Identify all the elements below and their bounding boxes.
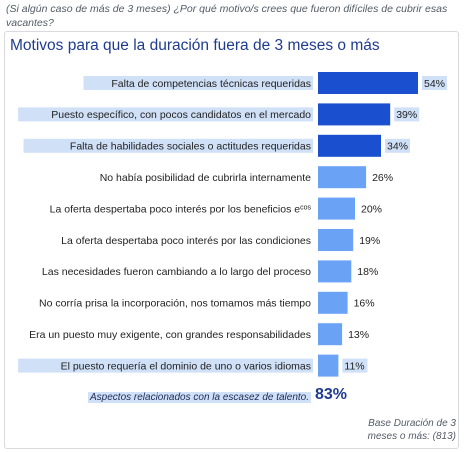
- category-label: Falta de habilidades sociales o actitude…: [70, 141, 311, 153]
- label-highlight: [18, 107, 313, 122]
- label-highlight: [23, 138, 313, 153]
- value-highlight: [342, 358, 368, 373]
- bar: [318, 197, 355, 220]
- bar: [318, 229, 354, 251]
- category-superscript: cos: [300, 204, 311, 211]
- value-highlight: [385, 138, 410, 153]
- value-label: 34%: [387, 141, 408, 153]
- value-label: 16%: [354, 298, 375, 310]
- chart-title: Motivos para que la duración fuera de 3 …: [10, 37, 380, 54]
- category-label: No corría prisa la incorporación, nos to…: [39, 298, 311, 310]
- value-label: 13%: [348, 329, 369, 341]
- category-label: Era un puesto muy exigente, con grandes …: [29, 329, 311, 341]
- category-label: Las necesidades fueron cambiando a lo la…: [42, 266, 311, 278]
- talent-shortage-value: 83%: [315, 386, 348, 403]
- value-label: 39%: [396, 109, 417, 121]
- bar: [318, 103, 391, 126]
- category-label: El puesto requería el dominio de uno o v…: [61, 360, 311, 372]
- bar: [318, 323, 343, 346]
- value-label: 18%: [357, 266, 378, 278]
- bar: [318, 260, 352, 283]
- value-highlight: [422, 76, 447, 90]
- label-highlight: [83, 76, 313, 90]
- chart-card: [4, 31, 459, 449]
- value-highlight: [394, 107, 420, 122]
- talent-shortage-label: Aspectos relacionados con la escasez de …: [88, 392, 312, 403]
- value-label: 26%: [372, 172, 393, 184]
- category-label: La oferta despertaba poco interés por la…: [61, 235, 311, 247]
- bar: [318, 291, 348, 314]
- value-label: 54%: [424, 78, 445, 90]
- label-highlight: [18, 358, 313, 373]
- base-note: Base Duración de 3 meses o más: (813): [367, 418, 456, 442]
- value-label: 20%: [361, 203, 382, 215]
- value-label: 11%: [344, 360, 364, 372]
- bar: [318, 354, 339, 377]
- value-label: 19%: [359, 235, 380, 247]
- category-label: La oferta despertaba poco interés por lo…: [50, 203, 312, 215]
- survey-question: (Si algún caso de más de 3 meses) ¿Por q…: [6, 3, 448, 29]
- category-label: Falta de competencias técnicas requerida…: [111, 78, 311, 90]
- category-label: Puesto específico, con pocos candidatos …: [51, 109, 311, 121]
- bar: [318, 134, 381, 157]
- bar: [318, 72, 418, 94]
- bar: [318, 166, 367, 189]
- category-label: No había posibilidad de cubrirla interna…: [100, 172, 311, 184]
